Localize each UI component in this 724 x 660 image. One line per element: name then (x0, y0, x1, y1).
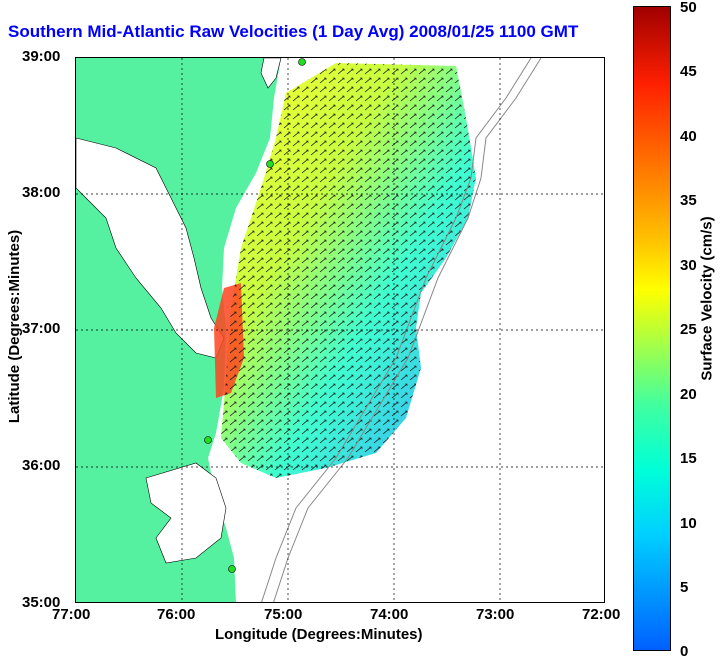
y-axis-label: Latitude (Degrees:Minutes) (6, 229, 24, 424)
colorbar-tick-label: 30 (680, 257, 697, 274)
colorbar-tick-label: 5 (680, 579, 689, 596)
station-marker[interactable] (298, 58, 306, 66)
colorbar-tick-label: 20 (680, 386, 697, 403)
colorbar-tick-label: 0 (680, 643, 689, 660)
map-plot-area[interactable] (75, 57, 605, 603)
x-tick-label: 75:00 (264, 606, 303, 623)
station-marker[interactable] (266, 160, 274, 168)
colorbar-tick-label: 35 (680, 192, 697, 209)
map-svg (76, 58, 604, 602)
colorbar-tick-label: 25 (680, 321, 697, 338)
station-marker[interactable] (228, 565, 236, 573)
colorbar-tick-label: 10 (680, 515, 697, 532)
colorbar-tick-label: 40 (680, 128, 697, 145)
y-tick-label: 38:00 (22, 184, 61, 201)
y-tick-label: 37:00 (22, 320, 61, 337)
x-tick-label: 77:00 (52, 606, 91, 623)
x-axis-label: Longitude (Degrees:Minutes) (215, 626, 423, 643)
x-tick-label: 72:00 (582, 606, 621, 623)
x-tick-label: 74:00 (370, 606, 409, 623)
colorbar-tick-label: 15 (680, 450, 697, 467)
grid-lines (76, 58, 604, 602)
shelf-contour-outer (273, 58, 542, 602)
map-title: Southern Mid-Atlantic Raw Velocities (1 … (8, 22, 579, 41)
delaware-bay (260, 58, 282, 89)
colorbar-tick-label: 45 (680, 63, 697, 80)
colorbar-tick-label: 50 (680, 0, 697, 16)
shelf-contour (261, 58, 532, 602)
station-marker[interactable] (204, 436, 212, 444)
y-tick-label: 39:00 (22, 48, 61, 65)
velocity-arrows (221, 63, 476, 478)
pamlico-sound (145, 462, 227, 564)
y-tick-label: 36:00 (22, 457, 61, 474)
y-tick-label: 35:00 (22, 594, 61, 611)
colorbar-label: Surface Velocity (cm/s) (698, 216, 716, 381)
colorbar (633, 6, 671, 651)
x-tick-label: 76:00 (157, 606, 196, 623)
x-tick-label: 73:00 (476, 606, 515, 623)
